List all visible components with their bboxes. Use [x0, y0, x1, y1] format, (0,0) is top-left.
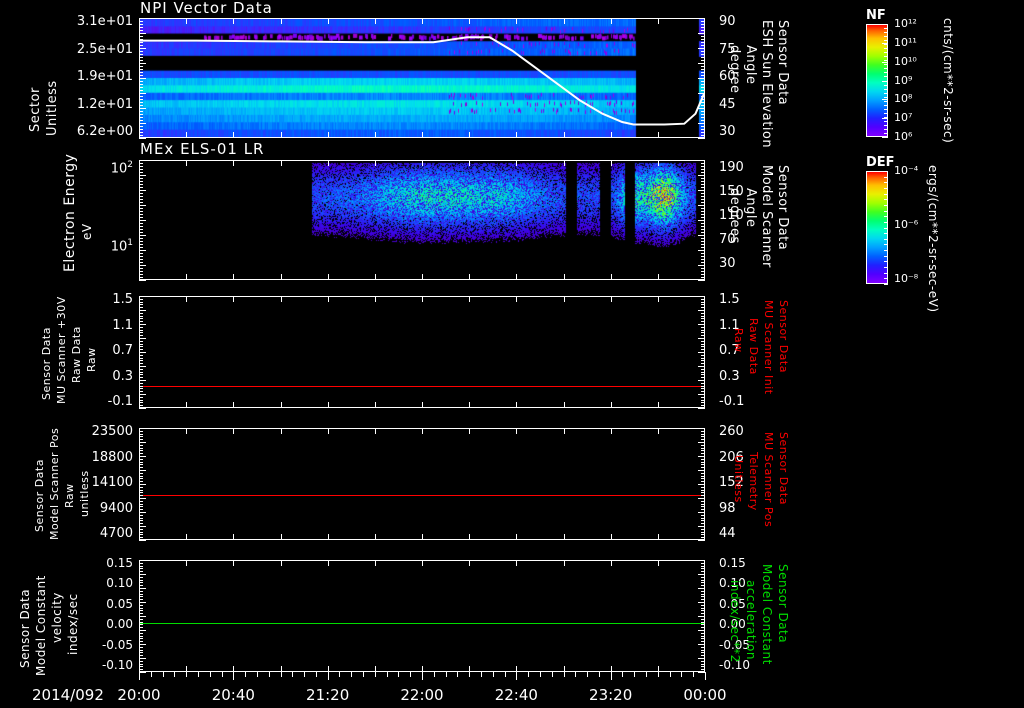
p1lt-tick-1: 2.5e+01	[57, 42, 133, 57]
trace-mu-scanner-30v	[140, 297, 704, 407]
panel2-left-axis-title-line2: eV	[80, 223, 94, 240]
nf-colorbar-units: cnts/(cm**2-sr-sec)	[941, 18, 955, 143]
time-tick-5: 23:20	[581, 686, 641, 704]
panel5-right-axis-title-line2: Model Constant	[760, 564, 774, 665]
def-tick-0: 10⁻⁴	[894, 164, 918, 177]
panel4-right-axis-title-line4: Unitless	[732, 455, 745, 503]
panel1-right-axis-title-line1: Sensor Data	[775, 20, 790, 105]
panel5-left-axis-title-line2: Model Constant	[34, 575, 48, 676]
panel-npi-vector-data[interactable]	[139, 18, 705, 138]
p4lt-tick-1: 18800	[57, 450, 133, 465]
panel3-right-axis-title-line2: MU Scanner Init	[762, 300, 775, 395]
time-axis-date: 2014/092	[32, 686, 104, 704]
panel-mex-els-01-lr[interactable]	[139, 160, 705, 280]
panel5-right-axis-title-line4: index/sec**2	[728, 580, 742, 663]
nf-tick-5: 10⁷	[894, 111, 912, 124]
p3lt-tick-0: 1.5	[57, 292, 133, 307]
panel-model-scanner-pos-raw[interactable]	[139, 428, 705, 540]
p4rt-tick-4: 44	[719, 526, 779, 541]
def-tick-2: 10⁻⁸	[894, 272, 918, 285]
panel4-left-axis-title-line1: Sensor Data	[33, 459, 46, 532]
panel5-right-axis-title-line3: acceleration	[744, 580, 758, 660]
plot-figure: NPI Vector Data 3.1e+01 2.5e+01 1.9e+01 1.2…	[0, 0, 1024, 708]
p1lt-tick-4: 6.2e+00	[57, 124, 133, 139]
panel1-right-axis-title-line2: ESH Sun Elevation	[759, 20, 774, 148]
def-colorbar-label: DEF	[866, 155, 895, 170]
panel4-right-axis-title-line1: Sensor Data	[777, 432, 790, 505]
def-colorbar-units: ergs/(cm**2-sr-sec-eV)	[926, 165, 940, 313]
panel3-left-axis-title-line3: Raw Data	[70, 326, 83, 383]
panel2-right-axis-title-line4: degrees	[727, 188, 742, 244]
panel3-right-axis-title-line3: Raw Data	[747, 318, 760, 375]
els-spectrogram-canvas	[140, 161, 704, 279]
panel2-right-axis-title-line3: Angle	[743, 188, 758, 228]
nf-tick-6: 10⁶	[894, 130, 912, 143]
panel3-right-axis-title-line1: Sensor Data	[777, 300, 790, 373]
panel2-right-axis-title-line2: Model Scanner	[759, 165, 774, 268]
panel3-right-axis-title-line4: Raw	[732, 328, 745, 353]
panel1-right-axis-title-line3: Angle	[743, 45, 758, 85]
nf-tick-4: 10⁸	[894, 92, 912, 105]
panel4-right-axis-title-line2: MU Scanner Pos	[762, 432, 775, 527]
panel5-left-axis-title-line3: velocity	[50, 592, 64, 643]
panel-title-els: MEx ELS-01 LR	[140, 140, 264, 158]
spectrogram-els	[140, 161, 704, 279]
model-constant-acceleration-trace	[140, 623, 704, 624]
p5lt-tick-1: 0.10	[57, 576, 133, 590]
time-tick-6: 00:00	[675, 686, 735, 704]
p1lt-tick-2: 1.9e+01	[57, 69, 133, 84]
mu-scanner-pos-telemetry-trace	[140, 495, 704, 496]
panel-mu-scanner-30v-raw[interactable]	[139, 296, 705, 408]
panel5-left-axis-title-line4: index/sec	[66, 593, 80, 655]
nf-colorbar-label: NF	[866, 8, 886, 23]
panel5-left-axis-title-line1: Sensor Data	[18, 589, 32, 668]
panel-model-constant-velocity[interactable]	[139, 560, 705, 672]
time-tick-3: 22:00	[392, 686, 452, 704]
time-tick-0: 20:00	[109, 686, 169, 704]
p5lt-tick-5: -0.10	[57, 658, 133, 672]
p3lt-tick-1: 1.1	[57, 318, 133, 333]
panel4-left-axis-title-line3: Raw	[63, 483, 76, 508]
panel2-right-axis-title-line1: Sensor Data	[775, 165, 790, 250]
nf-tick-1: 10¹¹	[894, 36, 917, 49]
def-tick-1: 10⁻⁶	[894, 218, 918, 231]
nf-tick-3: 10⁹	[894, 74, 912, 87]
p3lt-tick-4: -0.1	[57, 394, 133, 409]
time-tick-4: 22:40	[486, 686, 546, 704]
p1lt-tick-0: 3.1e+01	[57, 14, 133, 29]
p4lt-tick-4: 4700	[57, 526, 133, 541]
time-tick-2: 21:20	[298, 686, 358, 704]
panel1-right-axis-title-line4: degree	[727, 45, 742, 94]
nf-tick-0: 10¹²	[894, 17, 917, 30]
panel4-left-axis-title-line2: Model Scanner Pos	[48, 428, 61, 540]
panel4-left-axis-title-line4: unitless	[78, 470, 91, 517]
nf-tick-2: 10¹⁰	[894, 55, 917, 68]
p4lt-tick-0: 23500	[57, 424, 133, 439]
sun-elevation-trace	[140, 19, 704, 137]
panel1-left-axis-title-line1: Sector	[28, 87, 43, 132]
panel4-right-axis-title-line3: Telemetry	[747, 452, 760, 511]
trace-model-scanner-pos	[140, 429, 704, 539]
mu-scanner-init-trace	[140, 386, 704, 387]
panel3-left-axis-title-line4: Raw	[85, 347, 98, 372]
panel3-left-axis-title-line2: MU Scanner +30V	[55, 296, 68, 404]
panel3-left-axis-title-line1: Sensor Data	[40, 327, 53, 400]
time-tick-1: 20:40	[203, 686, 263, 704]
panel-title-npi: NPI Vector Data	[140, 0, 273, 17]
p3rt-tick-4: -0.1	[719, 394, 779, 409]
p1lt-tick-3: 1.2e+01	[57, 97, 133, 112]
panel2-left-axis-title-line1: Electron Energy	[62, 154, 78, 272]
trace-model-constant-velocity	[140, 561, 704, 671]
spectrogram-npi	[140, 19, 704, 137]
panel5-right-axis-title-line1: Sensor Data	[776, 564, 790, 643]
panel1-left-axis-title-line2: Unitless	[45, 80, 60, 136]
p5lt-tick-0: 0.15	[57, 556, 133, 570]
